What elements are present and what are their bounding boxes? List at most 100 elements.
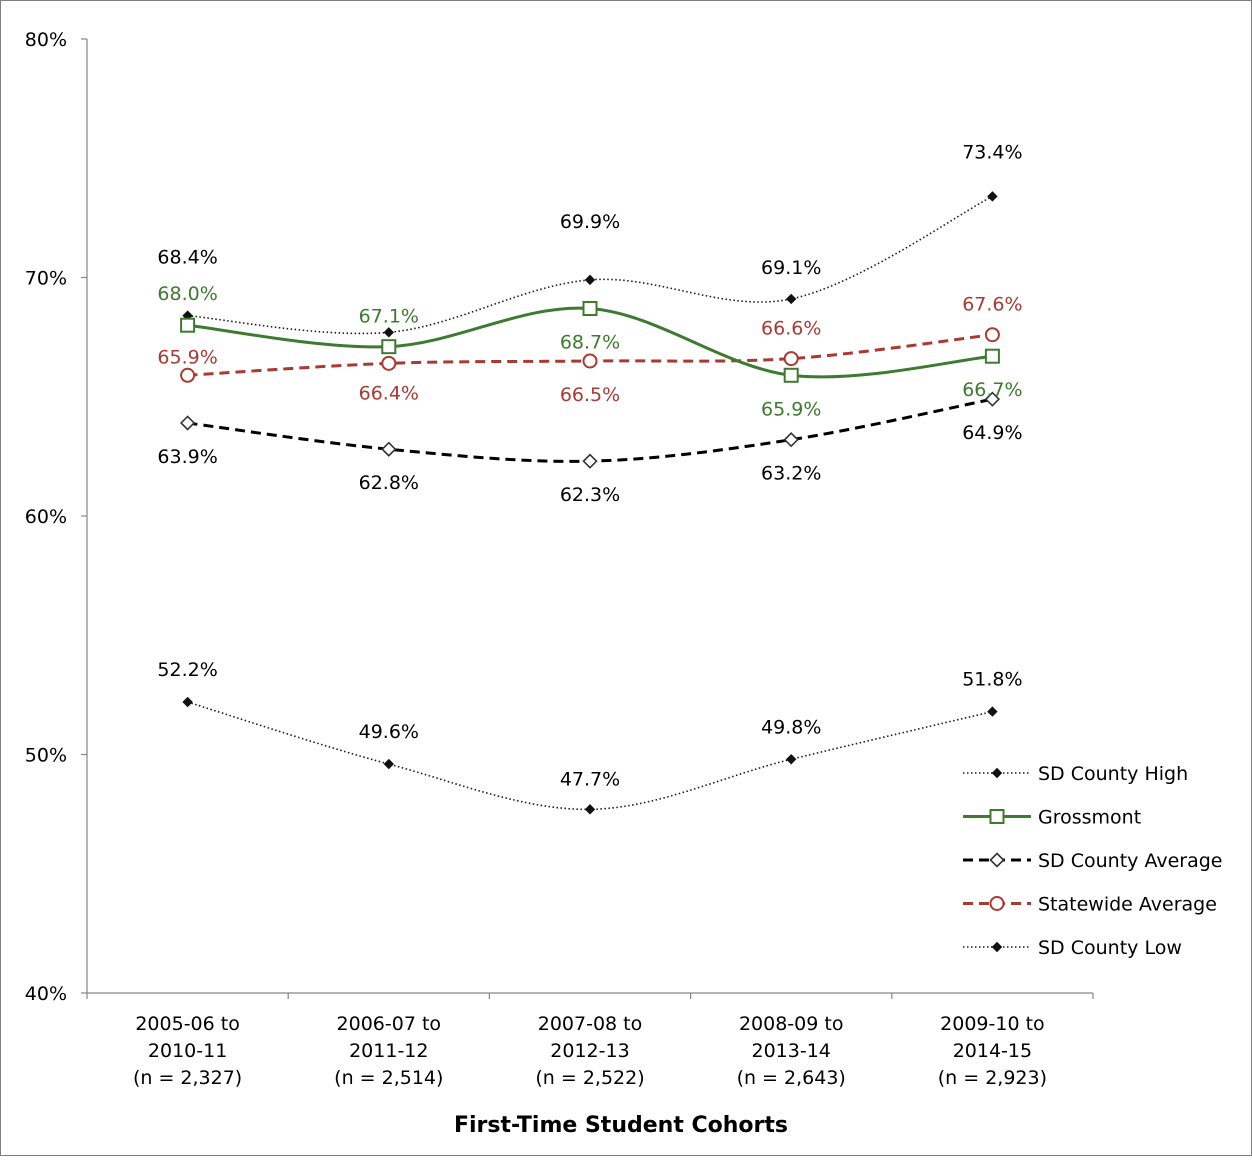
x-tick-label-line: (n = 2,327): [133, 1067, 242, 1089]
data-label: 62.3%: [560, 484, 620, 506]
x-tick-label-line: 2006-07 to: [337, 1013, 442, 1035]
data-point: [991, 941, 1003, 953]
axes: 40% 50% 60% 70% 80% 2005-06 to 2010-11 (n = 2,3…: [25, 29, 1094, 1089]
data-label: 67.1%: [359, 306, 419, 328]
x-tick-label: 2008-09 to 2013-14 (n = 2,643): [737, 1013, 846, 1089]
legend-item: SD County High: [963, 763, 1188, 785]
series-sd-county-low: [182, 696, 998, 815]
data-point: [582, 353, 598, 369]
x-tick-label-line: (n = 2,522): [535, 1067, 644, 1089]
data-point: [381, 441, 397, 457]
data-point: [984, 327, 1000, 343]
data-point: [383, 758, 395, 770]
data-label: 63.9%: [157, 446, 217, 468]
x-tick-label: 2009-10 to 2014-15 (n = 2,923): [938, 1013, 1047, 1089]
data-point: [180, 367, 196, 383]
data-point: [984, 348, 1000, 364]
data-point: [984, 391, 1001, 407]
series-sd-county-high: [182, 191, 998, 338]
x-tick-label-line: (n = 2,643): [737, 1067, 846, 1089]
data-point: [783, 367, 799, 383]
data-point: [381, 355, 397, 371]
data-label: 68.7%: [560, 332, 620, 354]
legend-item: Grossmont: [963, 807, 1141, 829]
data-point: [989, 852, 1005, 868]
data-point: [785, 754, 797, 765]
x-tick-label: 2007-08 to 2012-13 (n = 2,522): [535, 1013, 644, 1089]
legend: SD County High Grossmont SD County Average…: [963, 763, 1222, 959]
series-line: [187, 195, 993, 335]
legend-label: SD County High: [1038, 763, 1188, 785]
y-tick-label: 50%: [25, 745, 67, 767]
data-label: 47.7%: [560, 768, 620, 790]
series-line: [187, 397, 993, 463]
y-tick-label: 70%: [25, 268, 67, 290]
data-label: 67.6%: [962, 294, 1022, 316]
data-label: 66.7%: [962, 379, 1022, 401]
x-tick-label-line: (n = 2,514): [334, 1067, 443, 1089]
x-tick-label: 2005-06 to 2010-11 (n = 2,327): [133, 1013, 242, 1089]
y-tick-label: 80%: [25, 29, 67, 51]
legend-label: SD County Low: [1038, 937, 1182, 959]
data-point: [582, 453, 598, 469]
x-tick-label-line: 2010-11: [148, 1040, 227, 1062]
data-labels: 68.4% 69.9% 69.1% 73.4% 68.0% 67.1% 68.7% 65.9%…: [157, 141, 1022, 790]
data-label: 49.8%: [761, 716, 821, 738]
data-label: 69.9%: [560, 211, 620, 233]
data-point: [785, 293, 797, 305]
data-label: 66.5%: [560, 384, 620, 406]
data-point: [987, 191, 998, 202]
data-point: [180, 317, 196, 333]
data-point: [584, 274, 596, 286]
data-label: 66.4%: [359, 382, 419, 404]
series-sd-county-average: [179, 391, 1001, 469]
data-point: [381, 339, 397, 355]
data-point: [989, 809, 1005, 824]
data-label: 68.4%: [157, 247, 217, 269]
x-tick-label-line: 2013-14: [752, 1040, 831, 1062]
legend-item: SD County Average: [963, 850, 1222, 872]
data-label: 62.8%: [359, 472, 419, 494]
data-point: [582, 301, 598, 317]
legend-item: SD County Low: [963, 937, 1182, 959]
data-label: 63.2%: [761, 463, 821, 485]
x-axis-title: First-Time Student Cohorts: [454, 1113, 788, 1138]
legend-label: Grossmont: [1038, 807, 1141, 829]
data-point: [783, 432, 799, 448]
data-label: 73.4%: [962, 141, 1022, 163]
data-label: 52.2%: [157, 659, 217, 681]
series-lines: [179, 191, 1001, 815]
data-label: 65.9%: [761, 398, 821, 420]
data-point: [991, 767, 1003, 779]
x-tick-label-line: 2009-10 to: [940, 1013, 1045, 1035]
data-point: [383, 327, 395, 338]
data-point: [989, 896, 1005, 911]
x-tick-label-line: 2012-13: [550, 1040, 629, 1062]
data-point: [584, 804, 596, 815]
x-tick-label-line: 2014-15: [953, 1040, 1032, 1062]
data-label: 65.9%: [157, 346, 217, 368]
data-label: 64.9%: [962, 422, 1022, 444]
x-tick-label-line: 2005-06 to: [135, 1013, 240, 1035]
data-point: [179, 415, 196, 431]
x-tick-label-line: 2007-08 to: [538, 1013, 643, 1035]
legend-item: Statewide Average: [963, 894, 1217, 916]
data-point: [182, 696, 193, 708]
x-tick-label: 2006-07 to 2011-12 (n = 2,514): [334, 1013, 443, 1089]
data-label: 68.0%: [157, 283, 217, 305]
series-statewide-average: [180, 327, 1000, 383]
series-grossmont: [180, 301, 1000, 383]
data-label: 49.6%: [359, 721, 419, 743]
legend-label: SD County Average: [1038, 850, 1222, 872]
legend-label: Statewide Average: [1038, 894, 1217, 916]
data-label: 51.8%: [962, 669, 1022, 691]
y-tick-label: 40%: [25, 983, 67, 1005]
y-tick-label: 60%: [25, 506, 67, 528]
x-tick-label-line: 2008-09 to: [739, 1013, 844, 1035]
series-line: [187, 701, 993, 811]
data-point: [987, 706, 998, 717]
x-tick-label-line: 2011-12: [349, 1040, 428, 1062]
data-label: 69.1%: [761, 257, 821, 279]
